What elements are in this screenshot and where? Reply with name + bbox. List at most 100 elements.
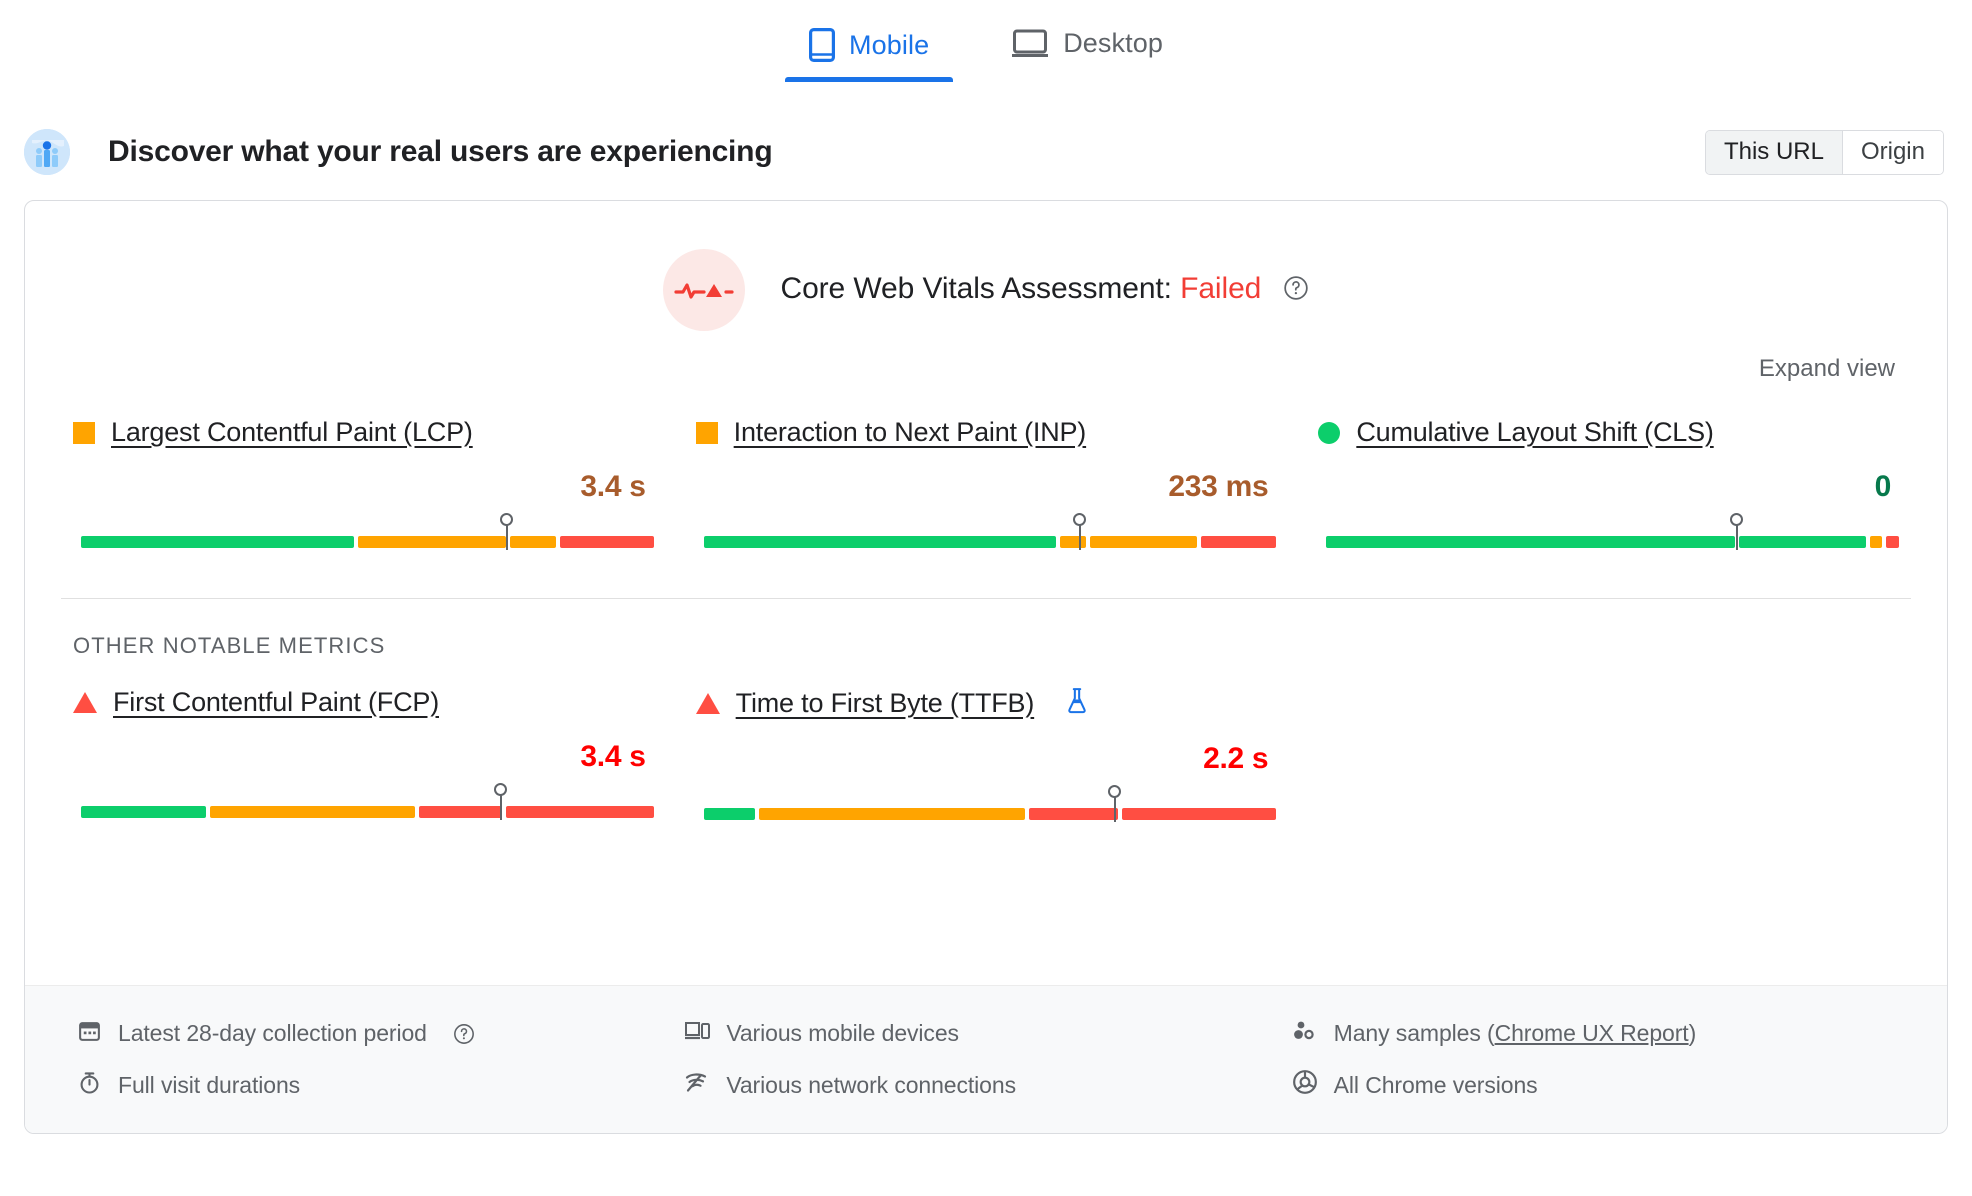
metric-ttfb-label[interactable]: Time to First Byte (TTFB): [735, 688, 1035, 718]
tab-desktop-label: Desktop: [1063, 28, 1163, 58]
tab-mobile[interactable]: Mobile: [785, 18, 954, 82]
metrics-grid-empty-cell: [1306, 687, 1911, 828]
meta-samples-prefix: Many samples (: [1333, 1020, 1495, 1046]
bar-segment-poor: [560, 536, 654, 548]
failed-pulse-icon: [662, 249, 745, 331]
metric-lcp: Largest Contentful Paint (LCP) 3.4 s: [61, 417, 666, 556]
distribution-bar: [81, 806, 654, 818]
distribution-bar: [703, 808, 1277, 820]
metric-fcp-head: First Contentful Paint (FCP): [73, 687, 654, 718]
bar-segment-poor-2: [505, 806, 654, 818]
metric-ttfb-head: Time to First Byte (TTFB): [695, 687, 1277, 720]
meta-collection-period-label: Latest 28-day collection period: [118, 1020, 427, 1046]
section-divider: [61, 598, 1911, 599]
metric-ttfb: Time to First Byte (TTFB) 2.2 s: [684, 687, 1289, 828]
core-web-vitals-grid: Largest Contentful Paint (LCP) 3.4 s: [25, 383, 1947, 556]
metric-fcp-label[interactable]: First Contentful Paint (FCP): [113, 687, 439, 717]
metric-cls-bar: [1318, 513, 1899, 556]
metric-inp-label[interactable]: Interaction to Next Paint (INP): [733, 417, 1087, 447]
bar-segment-poor-2: [1121, 808, 1277, 820]
metric-cls-head: Cumulative Layout Shift (CLS): [1318, 417, 1899, 448]
bar-segment-poor: [1029, 808, 1118, 820]
metric-cls-label[interactable]: Cumulative Layout Shift (CLS): [1356, 417, 1714, 447]
metric-inp-head: Interaction to Next Paint (INP): [695, 417, 1277, 448]
field-data-card: Core Web Vitals Assessment: Failed Expan…: [24, 200, 1948, 1134]
scope-this-url-button[interactable]: This URL: [1705, 130, 1842, 174]
bar-segment-poor: [419, 806, 502, 818]
discover-header: Discover what your real users are experi…: [0, 116, 1972, 188]
metric-ttfb-bar: [696, 785, 1277, 828]
status-square-icon: [695, 421, 718, 444]
metric-lcp-label[interactable]: Largest Contentful Paint (LCP): [111, 417, 473, 447]
metric-inp: Interaction to Next Paint (INP) 233 ms: [684, 417, 1289, 556]
meta-samples-label: Many samples (Chrome UX Report): [1333, 1020, 1697, 1047]
meta-visit-durations-label: Full visit durations: [118, 1071, 301, 1098]
samples-icon: [1292, 1019, 1318, 1049]
stopwatch-icon: [77, 1070, 102, 1101]
help-icon[interactable]: [453, 1023, 475, 1045]
scope-origin-button[interactable]: Origin: [1841, 130, 1943, 174]
other-metrics-heading: Other notable metrics: [73, 633, 386, 658]
bar-segment-average: [1060, 536, 1087, 548]
bar-segment-average: [210, 806, 416, 818]
metric-lcp-bar: [73, 513, 654, 556]
metric-lcp-head: Largest Contentful Paint (LCP): [73, 417, 654, 448]
assessment-row: Core Web Vitals Assessment: Failed: [25, 201, 1947, 331]
flask-icon[interactable]: [1064, 687, 1090, 720]
status-circle-icon: [1318, 421, 1341, 444]
metric-cls-value: 0: [1874, 470, 1892, 503]
meta-samples: Many samples (Chrome UX Report): [1292, 1018, 1899, 1049]
metric-cls: Cumulative Layout Shift (CLS) 0: [1306, 417, 1911, 556]
meta-visit-durations: Full visit durations: [77, 1069, 684, 1101]
chrome-ux-report-link[interactable]: Chrome UX Report: [1494, 1020, 1689, 1046]
metric-lcp-value: 3.4 s: [580, 470, 646, 503]
meta-devices-label: Various mobile devices: [726, 1020, 959, 1046]
metric-ttfb-value: 2.2 s: [1203, 742, 1269, 775]
bar-segment-good: [81, 806, 207, 818]
metric-fcp: First Contentful Paint (FCP) 3.4 s: [61, 687, 666, 828]
metric-inp-bar: [696, 513, 1277, 556]
metric-fcp-bar: [73, 783, 654, 826]
meta-network: Various network connections: [684, 1069, 1291, 1101]
bar-segment-average: [357, 536, 507, 548]
desktop-icon: [1011, 29, 1049, 59]
help-icon[interactable]: [1283, 275, 1309, 308]
meta-devices: Various mobile devices: [684, 1018, 1291, 1049]
tab-mobile-label: Mobile: [849, 29, 930, 60]
status-triangle-icon: [73, 692, 97, 713]
bar-segment-average-2: [510, 536, 557, 548]
bar-segment-average: [1869, 536, 1883, 548]
metric-fcp-value: 3.4 s: [580, 740, 646, 773]
devices-icon: [684, 1020, 711, 1048]
collection-metadata: Latest 28-day collection period: [25, 985, 1947, 1133]
bar-segment-good: [1326, 536, 1736, 548]
bar-segment-average-2: [1090, 536, 1198, 548]
meta-network-label: Various network connections: [726, 1071, 1016, 1098]
bar-segment-good: [703, 808, 756, 820]
bar-segment-good-2: [1739, 536, 1866, 548]
bar-segment-poor: [1886, 536, 1899, 548]
expand-view-button[interactable]: Expand view: [1758, 355, 1895, 382]
status-badge: Failed: [1180, 271, 1262, 305]
meta-collection-period: Latest 28-day collection period: [77, 1018, 684, 1049]
bar-segment-poor: [1201, 536, 1277, 548]
bar-segment-good: [81, 536, 354, 548]
real-users-icon: [24, 129, 70, 175]
distribution-bar: [1326, 536, 1899, 548]
meta-chrome-versions-label: All Chrome versions: [1333, 1071, 1538, 1098]
assessment-text: Core Web Vitals Assessment: Failed: [781, 272, 1310, 309]
scope-toggle: This URL Origin: [1704, 129, 1944, 175]
other-metrics-grid: First Contentful Paint (FCP) 3.4 s: [25, 659, 1947, 828]
assessment-label: Core Web Vitals Assessment:: [780, 271, 1172, 305]
page-title: Discover what your real users are experi…: [108, 135, 773, 168]
device-tabs: Mobile Desktop: [0, 0, 1972, 108]
tab-desktop[interactable]: Desktop: [987, 18, 1187, 79]
status-square-icon: [73, 421, 95, 444]
expand-row: Expand view: [25, 331, 1947, 383]
chrome-icon: [1292, 1069, 1318, 1101]
meta-chrome-versions: All Chrome versions: [1292, 1069, 1899, 1101]
distribution-bar: [703, 536, 1277, 548]
network-icon: [684, 1071, 710, 1099]
meta-samples-suffix: ): [1688, 1020, 1697, 1046]
